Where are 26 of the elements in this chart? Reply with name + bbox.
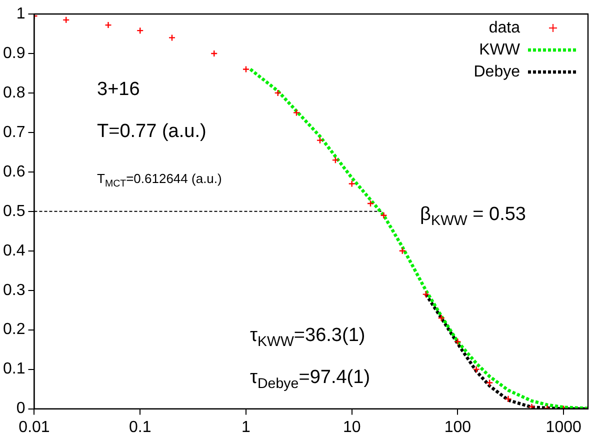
y-tick-label: 0.2 bbox=[2, 321, 26, 338]
y-tick-label: 0.4 bbox=[2, 242, 26, 260]
y-tick-label: 0.9 bbox=[2, 44, 26, 62]
x-tick-label: 1000 bbox=[546, 418, 582, 436]
annotation: 3+16 bbox=[97, 79, 140, 100]
y-tick-label: 0 bbox=[16, 400, 26, 418]
annotation: τ$_{KWW}$=36.3(1) bbox=[250, 325, 366, 350]
legend-label: data bbox=[488, 19, 520, 36]
legend-label: Debye bbox=[474, 63, 520, 80]
x-tick-label: 1 bbox=[242, 418, 251, 436]
y-tick-label: 1 bbox=[16, 5, 26, 22]
x-tick-label: 10 bbox=[342, 418, 361, 436]
x-tick-label: 0.1 bbox=[128, 418, 152, 436]
y-tick-label: 0.6 bbox=[2, 163, 26, 180]
x-tick-label: 100 bbox=[444, 418, 472, 436]
legend-label: KWW bbox=[479, 41, 521, 58]
y-tick-label: 0.1 bbox=[2, 360, 26, 378]
annotation: β$_{KWW}$ = 0.53 bbox=[420, 204, 526, 229]
y-tick-label: 0.7 bbox=[2, 124, 26, 141]
y-tick-label: 0.3 bbox=[2, 282, 26, 299]
x-tick-label: 0.01 bbox=[18, 418, 50, 436]
annotation: τ$_{Debye}$=97.4(1) bbox=[250, 367, 370, 392]
annotation: T=0.77 (a.u.) bbox=[97, 121, 206, 142]
y-tick-label: 0.8 bbox=[2, 84, 26, 102]
y-tick-label: 0.5 bbox=[2, 202, 26, 220]
annotation: T$_{MCT}$=0.612644 (a.u.) bbox=[97, 171, 222, 190]
